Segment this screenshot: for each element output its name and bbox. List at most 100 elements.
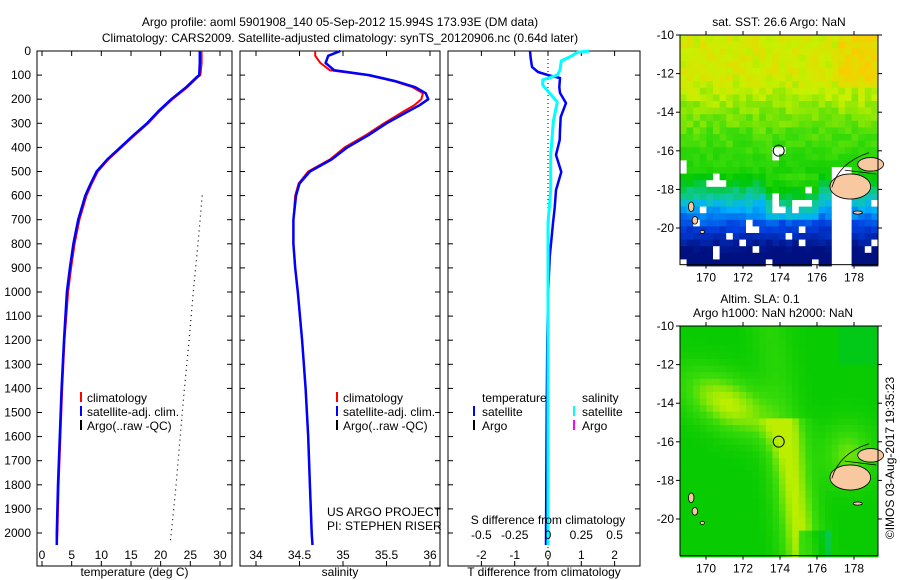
map-pixel	[779, 193, 786, 201]
map-pixel	[831, 497, 839, 505]
map-pixel	[812, 497, 819, 505]
map-pixel	[759, 94, 767, 102]
map-pixel	[785, 94, 793, 102]
map-pixel	[699, 160, 707, 168]
map-pixel	[713, 378, 720, 386]
map-pixel	[699, 497, 707, 505]
map-pixel	[726, 517, 734, 525]
lon-tick-label: 174	[770, 271, 790, 285]
map-pixel	[706, 438, 714, 446]
map-pixel	[831, 35, 839, 42]
map-pixel	[818, 101, 826, 108]
map-pixel	[818, 359, 826, 366]
map-pixel	[871, 239, 879, 247]
island-landmass	[857, 157, 885, 172]
map-pixel	[864, 134, 872, 141]
map-pixel	[719, 385, 727, 393]
map-pixel	[772, 398, 780, 406]
map-pixel	[732, 114, 740, 122]
map-pixel	[851, 213, 859, 221]
map-pixel	[765, 530, 773, 538]
map-pixel	[699, 41, 707, 49]
map-pixel	[792, 87, 800, 95]
map-pixel	[732, 193, 740, 201]
map-pixel	[772, 48, 780, 56]
map-pixel	[765, 392, 773, 399]
map-pixel	[864, 385, 872, 393]
map-pixel	[831, 233, 839, 240]
map-pixel	[719, 451, 727, 459]
map-pixel	[785, 160, 793, 168]
map-pixel	[792, 233, 800, 240]
map-pixel	[792, 418, 800, 426]
map-pixel	[746, 458, 753, 465]
map-pixel	[726, 120, 734, 128]
map-pixel	[851, 219, 859, 227]
map-pixel	[686, 147, 694, 155]
map-pixel	[818, 339, 826, 347]
map-pixel	[719, 48, 727, 56]
map-pixel	[726, 530, 734, 538]
map-pixel	[713, 226, 720, 234]
map-pixel	[699, 378, 707, 386]
map-pixel	[812, 259, 819, 267]
map-pixel	[831, 451, 839, 459]
map-pixel	[699, 359, 707, 366]
map-pixel	[699, 504, 707, 512]
map-pixel	[680, 365, 687, 373]
map-pixel	[713, 246, 720, 254]
map-pixel	[732, 61, 740, 69]
map-pixel	[818, 543, 826, 551]
map-pixel	[719, 444, 727, 452]
map-pixel	[845, 392, 852, 399]
map-pixel	[825, 180, 833, 188]
map-pixel	[752, 259, 760, 267]
map-pixel	[772, 352, 780, 360]
map-pixel	[699, 206, 707, 214]
map-pixel	[746, 167, 753, 174]
map-pixel	[719, 226, 727, 234]
map-pixel	[732, 339, 740, 347]
map-pixel	[798, 61, 806, 69]
map-pixel	[699, 438, 707, 446]
map-pixel	[831, 411, 839, 419]
map-pixel	[792, 134, 800, 141]
map-pixel	[726, 206, 734, 214]
map-pixel	[772, 252, 780, 260]
map-pixel	[845, 411, 852, 419]
map-pixel	[693, 193, 701, 201]
map-pixel	[858, 543, 866, 551]
map-pixel	[752, 425, 760, 432]
map-pixel	[686, 524, 694, 531]
map-pixel	[805, 537, 813, 545]
island-landmass	[852, 210, 863, 215]
map-pixel	[858, 246, 866, 254]
map-pixel	[739, 127, 747, 135]
map-pixel	[851, 326, 859, 333]
map-pixel	[693, 385, 701, 393]
map-pixel	[765, 153, 773, 161]
map-pixel	[864, 510, 872, 518]
map-pixel	[831, 239, 839, 247]
map-pixel	[726, 510, 734, 518]
map-pixel	[732, 378, 740, 386]
map-pixel	[706, 153, 714, 161]
map-pixel	[739, 471, 747, 479]
map-pixel	[825, 61, 833, 69]
map-pixel	[713, 398, 720, 406]
map-pixel	[779, 94, 786, 102]
map-pixel	[693, 259, 701, 267]
map-pixel	[805, 35, 813, 42]
map-pixel	[693, 464, 701, 472]
map-pixel	[812, 233, 819, 240]
map-pixel	[779, 398, 786, 406]
map-pixel	[792, 359, 800, 366]
map-pixel	[805, 226, 813, 234]
map-pixel	[719, 411, 727, 419]
map-pixel	[851, 114, 859, 122]
map-pixel	[739, 186, 747, 194]
map-pixel	[825, 405, 833, 413]
map-pixel	[719, 114, 727, 122]
map-pixel	[739, 68, 747, 75]
